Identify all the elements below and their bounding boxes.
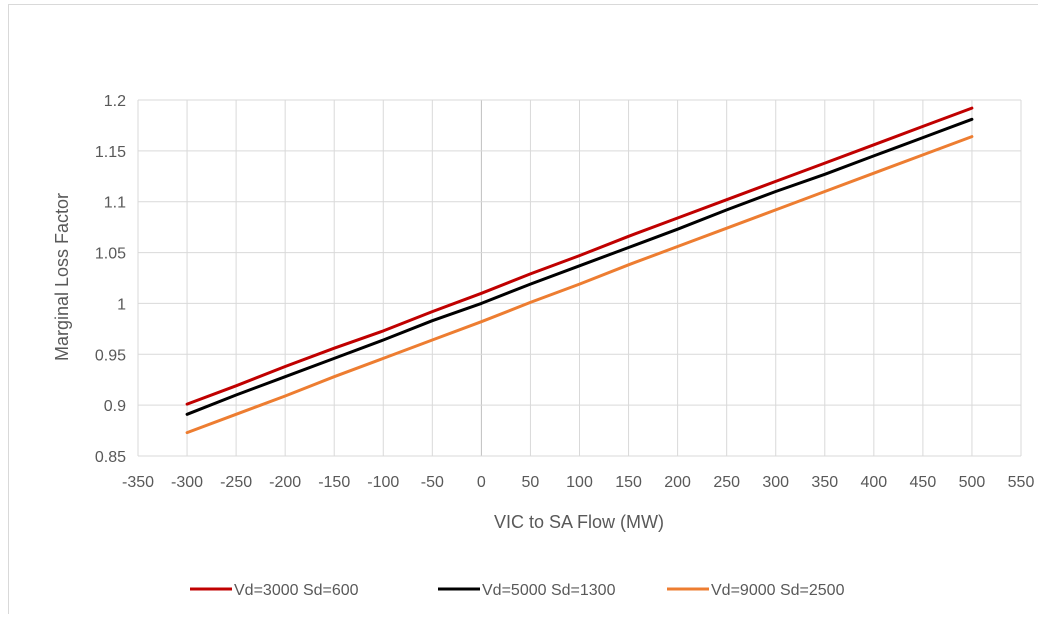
legend: Vd=3000 Sd=600 Vd=5000 Sd=1300 Vd=9000 Sd=… [190,582,845,599]
x-tick-label: -350 [122,474,154,491]
x-tick-label: 550 [1008,474,1035,491]
legend-label: Vd=9000 Sd=2500 [711,582,845,599]
x-tick-label: 450 [910,474,937,491]
x-tick-label: -100 [367,474,399,491]
x-tick-label: -150 [318,474,350,491]
y-tick-label: 1 [117,296,126,313]
series-line-3 [185,135,974,435]
x-tick-label: -300 [171,474,203,491]
y-tick-labels: 0.85 0.9 0.95 1 1.05 1.1 1.15 1.2 [95,93,126,466]
x-tick-label: 250 [713,474,740,491]
y-tick-label: 1.05 [95,246,126,263]
x-tick-label: 50 [522,474,540,491]
x-tick-label: -50 [421,474,444,491]
y-tick-label: 1.2 [104,93,126,110]
y-tick-label: 1.15 [95,144,126,161]
y-tick-label: 0.9 [104,398,126,415]
x-tick-label: -200 [269,474,301,491]
legend-item: Vd=3000 Sd=600 [190,582,359,599]
legend-item: Vd=5000 Sd=1300 [438,582,616,599]
series-lines [185,106,974,435]
series-line-1 [185,106,974,406]
series-line-2 [185,117,974,416]
gridlines [137,99,1022,457]
x-tick-label: 300 [762,474,789,491]
x-tick-label: 150 [615,474,642,491]
x-tick-label: 200 [664,474,691,491]
x-tick-label: 100 [566,474,593,491]
chart-frame [8,4,1038,614]
x-tick-label: 400 [860,474,887,491]
x-tick-label: 0 [477,474,486,491]
y-tick-label: 0.95 [95,347,126,364]
legend-label: Vd=3000 Sd=600 [234,582,359,599]
legend-item: Vd=9000 Sd=2500 [667,582,845,599]
y-tick-label: 0.85 [95,449,126,466]
x-tick-label: 350 [811,474,838,491]
x-axis-title: VIC to SA Flow (MW) [494,512,664,532]
x-tick-label: 500 [959,474,986,491]
x-tick-label: -250 [220,474,252,491]
y-tick-label: 1.1 [104,195,126,212]
x-tick-labels: -350 -300 -250 -200 -150 -100 -50 0 50 100 150 200 2… [122,474,1034,491]
y-axis-title: Marginal Loss Factor [52,193,72,361]
legend-label: Vd=5000 Sd=1300 [482,582,616,599]
